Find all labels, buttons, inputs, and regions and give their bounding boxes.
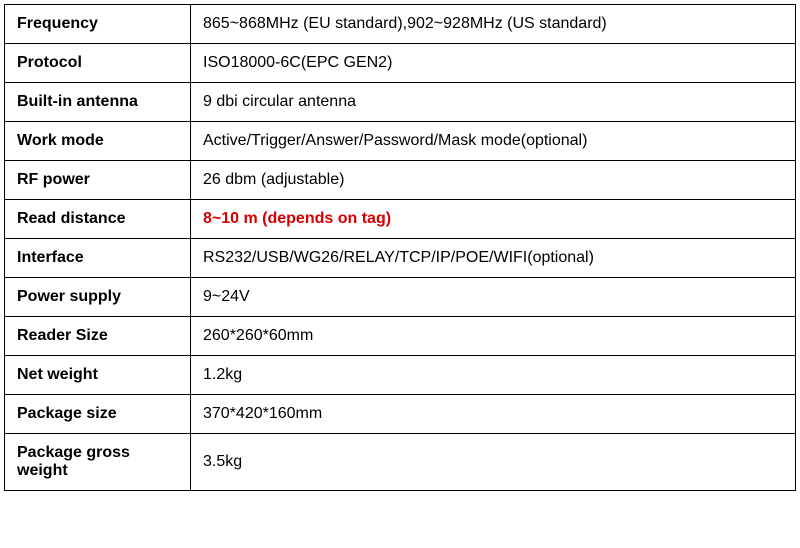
table-row: Net weight 1.2kg (5, 356, 796, 395)
spec-label: Protocol (5, 44, 191, 83)
spec-value: Active/Trigger/Answer/Password/Mask mode… (191, 122, 796, 161)
table-row: Interface RS232/USB/WG26/RELAY/TCP/IP/PO… (5, 239, 796, 278)
spec-value: 9 dbi circular antenna (191, 83, 796, 122)
spec-label: Frequency (5, 5, 191, 44)
spec-label: Reader Size (5, 317, 191, 356)
spec-value: 3.5kg (191, 434, 796, 491)
spec-label: Package gross weight (5, 434, 191, 491)
spec-value: 370*420*160mm (191, 395, 796, 434)
table-row: Read distance 8~10 m (depends on tag) (5, 200, 796, 239)
spec-value: RS232/USB/WG26/RELAY/TCP/IP/POE/WIFI(opt… (191, 239, 796, 278)
table-row: Built-in antenna 9 dbi circular antenna (5, 83, 796, 122)
spec-value-highlight: 8~10 m (depends on tag) (191, 200, 796, 239)
spec-label: Work mode (5, 122, 191, 161)
spec-label: Interface (5, 239, 191, 278)
spec-label: RF power (5, 161, 191, 200)
spec-label: Built-in antenna (5, 83, 191, 122)
spec-label: Net weight (5, 356, 191, 395)
table-row: Package gross weight 3.5kg (5, 434, 796, 491)
spec-label: Read distance (5, 200, 191, 239)
spec-value: 865~868MHz (EU standard),902~928MHz (US … (191, 5, 796, 44)
table-row: RF power 26 dbm (adjustable) (5, 161, 796, 200)
spec-value: 26 dbm (adjustable) (191, 161, 796, 200)
spec-value: 1.2kg (191, 356, 796, 395)
spec-value: ISO18000-6C(EPC GEN2) (191, 44, 796, 83)
spec-value: 9~24V (191, 278, 796, 317)
spec-label: Power supply (5, 278, 191, 317)
table-row: Work mode Active/Trigger/Answer/Password… (5, 122, 796, 161)
specs-table-body: Frequency 865~868MHz (EU standard),902~9… (5, 5, 796, 491)
spec-value: 260*260*60mm (191, 317, 796, 356)
table-row: Power supply 9~24V (5, 278, 796, 317)
table-row: Protocol ISO18000-6C(EPC GEN2) (5, 44, 796, 83)
specs-table: Frequency 865~868MHz (EU standard),902~9… (4, 4, 796, 491)
table-row: Reader Size 260*260*60mm (5, 317, 796, 356)
table-row: Package size 370*420*160mm (5, 395, 796, 434)
spec-label: Package size (5, 395, 191, 434)
table-row: Frequency 865~868MHz (EU standard),902~9… (5, 5, 796, 44)
